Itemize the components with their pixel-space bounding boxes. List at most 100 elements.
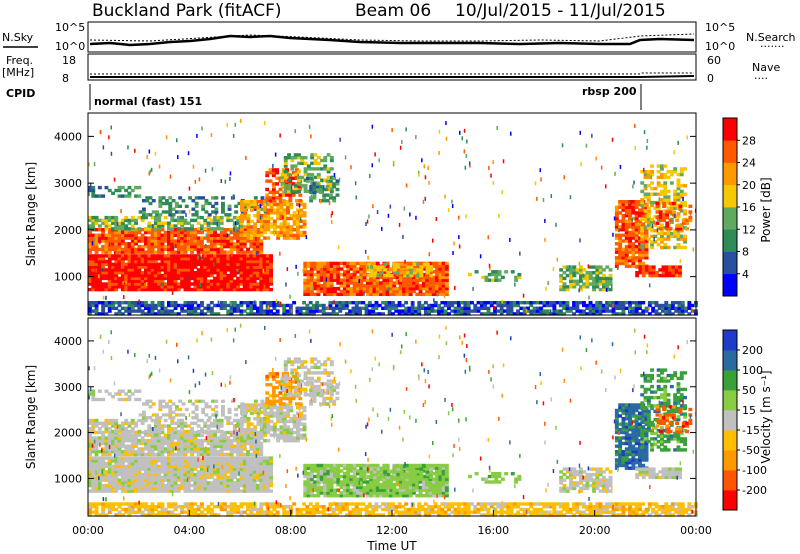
power-cell <box>362 264 367 268</box>
power-cell <box>279 214 284 218</box>
velocity-cell <box>134 456 138 460</box>
velocity-cell <box>219 472 224 477</box>
power-cell <box>588 282 593 286</box>
power-cell <box>650 240 654 244</box>
power-cell <box>375 281 380 285</box>
power-cell <box>180 228 185 232</box>
velocity-cell <box>256 464 260 469</box>
power-cell <box>338 309 343 313</box>
power-cell <box>91 188 96 193</box>
power-cell <box>117 279 122 283</box>
power-cell <box>618 247 623 252</box>
power-cell <box>514 278 518 282</box>
power-cell <box>252 254 257 258</box>
power-cell <box>113 251 116 256</box>
power-cell <box>558 309 563 313</box>
power-cell <box>232 224 237 228</box>
velocity-cell <box>186 472 191 477</box>
power-cell <box>219 285 224 289</box>
power-cell <box>226 218 231 223</box>
power-cell <box>329 156 334 160</box>
velocity-cell <box>167 439 171 443</box>
power-cell <box>271 185 276 189</box>
power-cell <box>688 215 693 220</box>
power-cell <box>165 201 169 206</box>
power-cell <box>621 225 626 229</box>
power-cell <box>134 309 138 313</box>
power-cell <box>356 261 360 266</box>
power-cell <box>319 190 323 194</box>
power-cell <box>134 262 138 266</box>
power-cell <box>618 253 623 257</box>
power-cell <box>163 247 168 252</box>
power-cell <box>101 285 106 289</box>
power-cell <box>283 156 288 160</box>
power-cell <box>232 194 234 199</box>
power-cell <box>370 268 374 272</box>
power-cell <box>170 312 175 316</box>
power-cell <box>306 172 311 177</box>
power-cell <box>137 254 142 258</box>
power-cell <box>107 257 112 261</box>
velocity-cell <box>104 444 109 448</box>
velocity-cell <box>97 459 102 463</box>
power-cell <box>196 247 201 252</box>
velocity-cell <box>153 472 158 477</box>
velocity-cell <box>196 464 201 469</box>
power-cell <box>402 234 404 239</box>
power-cell <box>193 273 198 278</box>
power-cell <box>484 275 489 280</box>
power-cell <box>117 257 122 261</box>
power-cell <box>595 282 600 286</box>
power-cell <box>186 306 191 310</box>
power-cell <box>130 233 135 237</box>
velocity-cell <box>137 459 142 463</box>
power-cell <box>160 287 165 292</box>
power-cell <box>265 171 270 175</box>
power-cell <box>296 222 300 226</box>
power-cell <box>104 254 109 258</box>
power-cell <box>412 268 417 272</box>
velocity-cell <box>180 447 185 451</box>
power-cell <box>611 306 616 310</box>
power-cell <box>638 247 642 252</box>
power-cell <box>221 210 225 214</box>
power-cell <box>679 259 682 264</box>
velocity-cell <box>130 489 135 493</box>
power-cell <box>114 301 119 305</box>
power-cell <box>200 285 204 289</box>
power-cell <box>344 301 349 305</box>
power-cell <box>458 244 461 249</box>
power-cell <box>328 301 333 305</box>
power-cell <box>196 282 201 286</box>
power-cell <box>641 222 646 226</box>
power-cell <box>209 287 214 292</box>
power-cell <box>430 309 435 313</box>
velocity-cell <box>120 439 125 443</box>
power-cell <box>265 187 270 192</box>
power-cell <box>262 262 267 266</box>
velocity-cell <box>170 459 175 463</box>
power-cell <box>621 222 626 226</box>
power-cell <box>242 301 247 305</box>
power-cell <box>595 306 600 310</box>
power-cell <box>354 303 359 308</box>
power-cell <box>472 286 474 291</box>
power-cell <box>398 281 403 285</box>
velocity-cell <box>223 461 227 466</box>
power-cell <box>628 205 632 209</box>
power-cell <box>667 309 672 313</box>
velocity-cell <box>173 459 178 463</box>
power-cell <box>160 254 165 258</box>
power-cell <box>359 275 364 280</box>
velocity-cell <box>249 475 254 480</box>
velocity-cell <box>137 467 142 471</box>
power-cell <box>358 306 362 310</box>
velocity-cell <box>193 486 198 491</box>
power-cell <box>326 181 331 185</box>
velocity-cell <box>130 470 135 474</box>
power-cell <box>111 221 115 225</box>
power-cell <box>331 312 336 316</box>
noise-panel: N.Sky 10^5 10^0 10^5 10^0 N.Search .....… <box>2 21 796 53</box>
